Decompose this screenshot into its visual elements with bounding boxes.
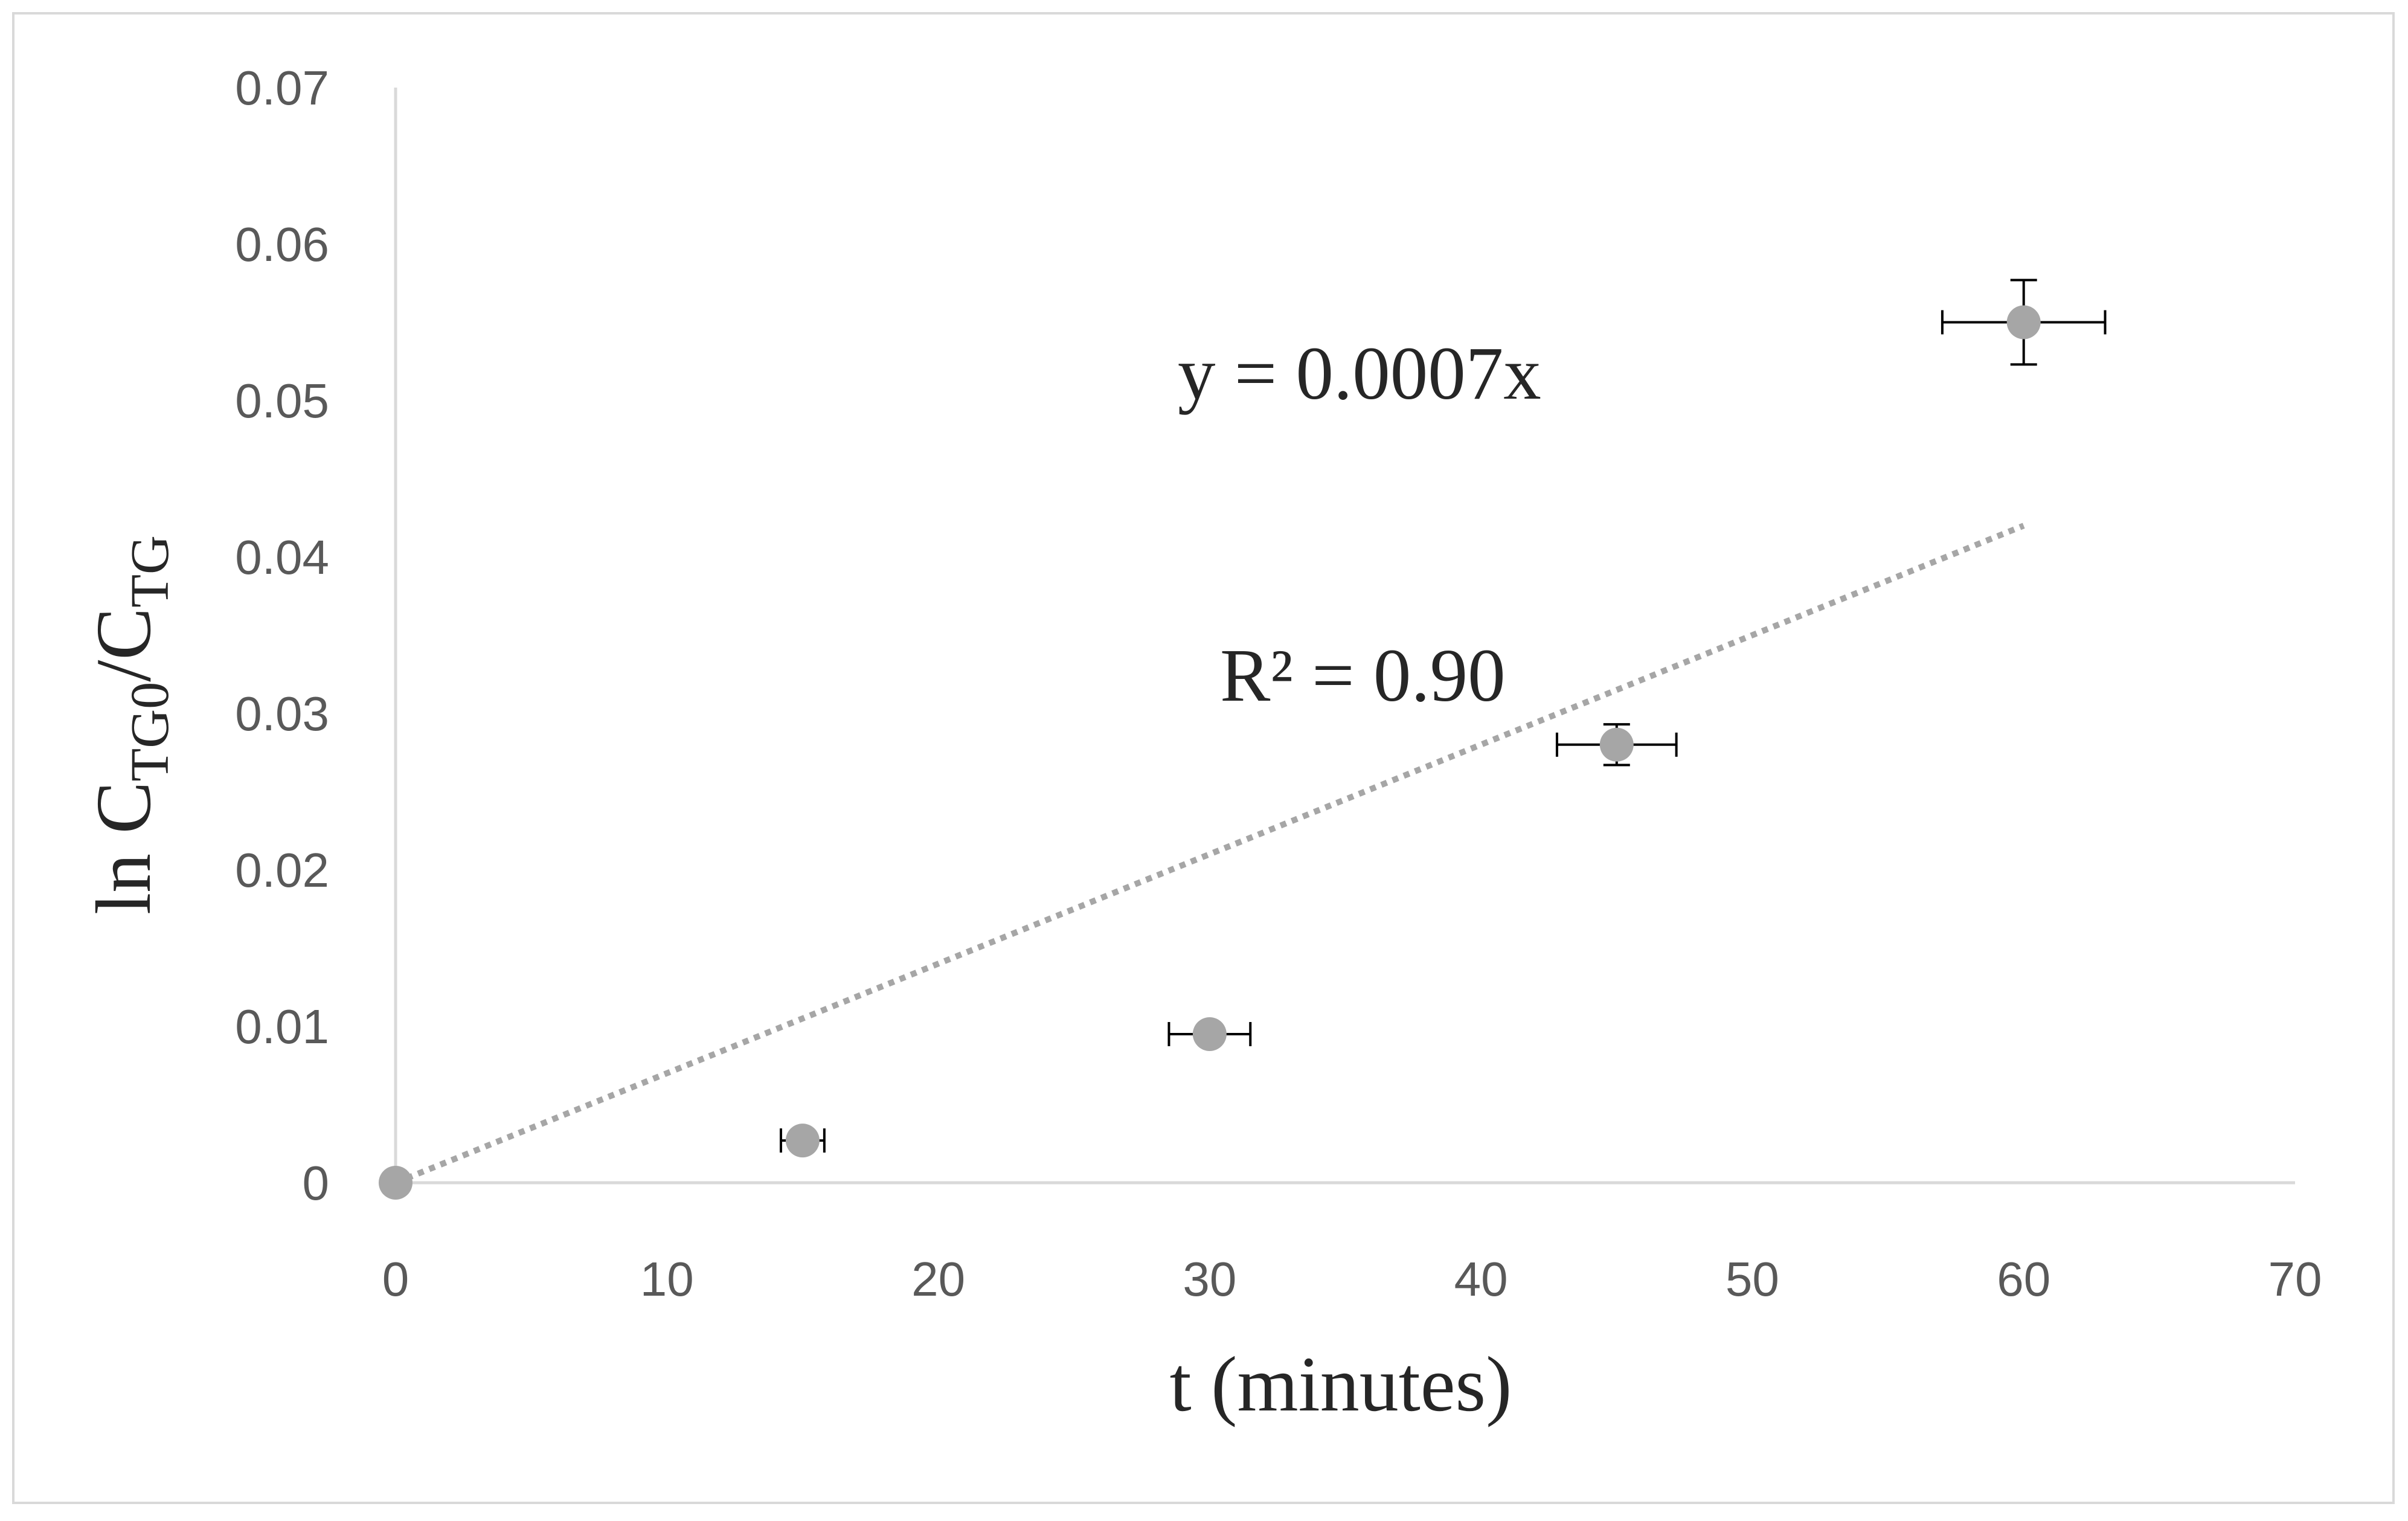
y-axis-title-sub2: TG (120, 535, 180, 608)
data-points (379, 305, 2041, 1200)
data-point (379, 1166, 413, 1200)
x-tick-label: 0 (382, 1252, 409, 1306)
trendline (394, 523, 2025, 1186)
y-axis-title: ln CTG0/CTG (80, 535, 180, 915)
tick-labels: 0 10 20 30 40 50 60 70 0 0.01 0.02 0.03 0.04 0.05 0.06… (235, 61, 2322, 1306)
x-axis-title: t (minutes) (1170, 1341, 1512, 1428)
x-tick-label: 60 (1997, 1252, 2050, 1306)
x-tick-label: 50 (1726, 1252, 1779, 1306)
y-tick-label: 0.06 (235, 217, 329, 271)
y-axis-title-main: ln C (80, 782, 167, 915)
y-tick-label: 0.05 (235, 374, 329, 428)
y-tick-label: 0 (303, 1156, 330, 1210)
y-tick-label: 0.01 (235, 1000, 329, 1053)
data-point (1192, 1017, 1227, 1051)
chart-area (12, 12, 2395, 1504)
y-tick-label: 0.02 (235, 843, 329, 897)
data-point (785, 1124, 820, 1158)
trendline-equation: y = 0.0007x (1178, 332, 1541, 416)
x-tick-label: 40 (1454, 1252, 1508, 1306)
data-point (2006, 305, 2041, 339)
trendline-layer (394, 523, 2025, 1186)
y-tick-label: 0.07 (235, 61, 329, 115)
trendline-r-squared: R² = 0.90 (1220, 634, 1506, 718)
x-tick-label: 10 (640, 1252, 694, 1306)
y-axis-title-mid: /C (80, 608, 167, 682)
axes (394, 88, 2295, 1185)
y-tick-label: 0.04 (235, 530, 329, 584)
x-tick-label: 30 (1183, 1252, 1236, 1306)
x-tick-label: 20 (911, 1252, 965, 1306)
y-axis-title-sub1: TG0 (120, 682, 180, 782)
y-tick-label: 0.03 (235, 687, 329, 741)
x-tick-label: 70 (2268, 1252, 2322, 1306)
data-point (1599, 727, 1634, 762)
